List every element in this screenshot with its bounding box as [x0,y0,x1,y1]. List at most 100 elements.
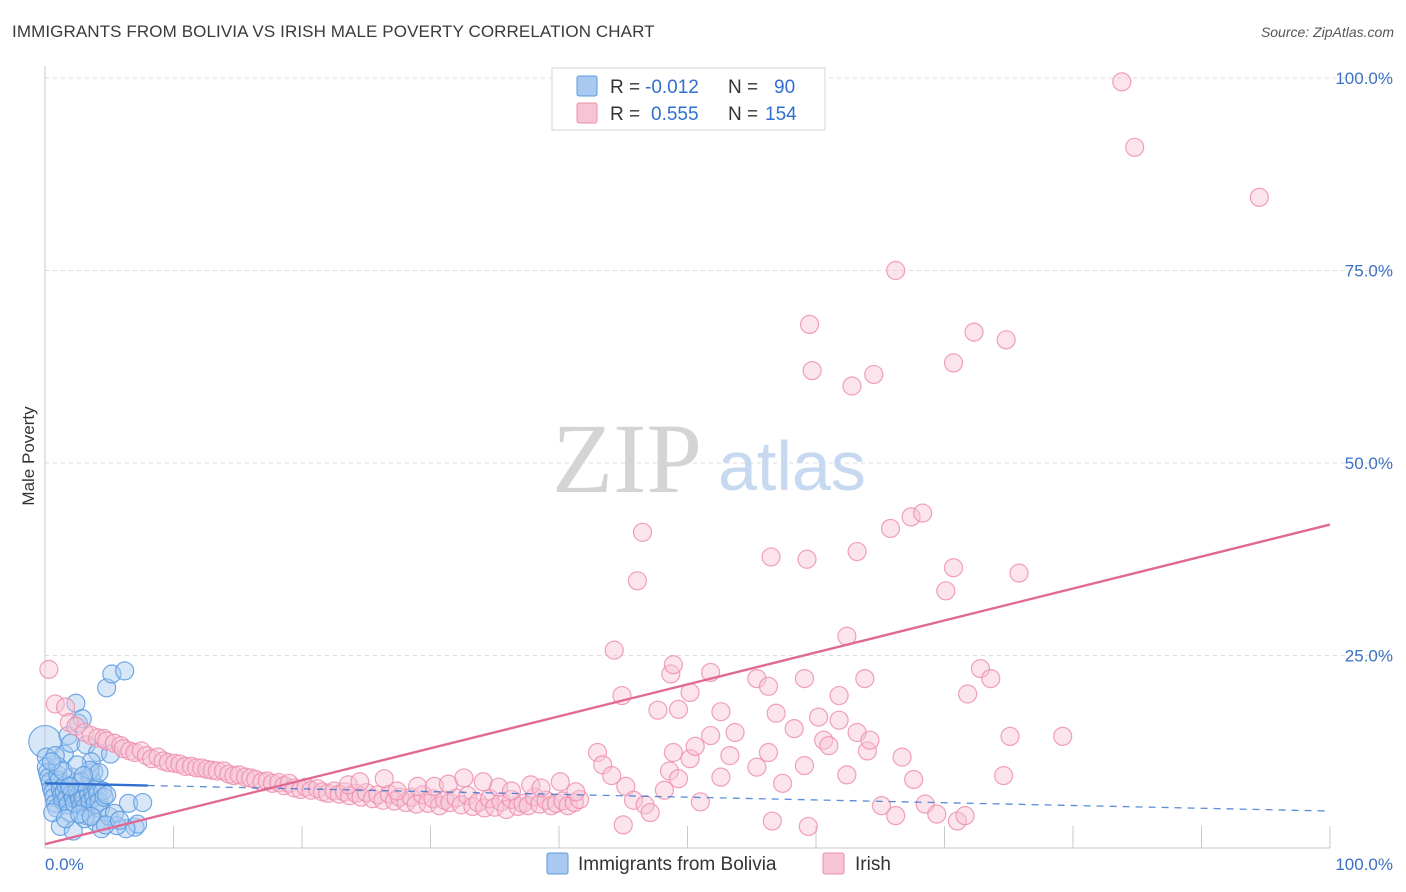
irish-point [784,719,804,739]
y-tick-label-75: 75.0% [1345,262,1393,281]
irish-point [955,806,975,826]
legend-n-value-2: 154 [765,104,797,125]
irish-point [970,658,991,679]
bolivia-point [97,785,117,805]
irish-point [936,581,956,601]
bolivia-point [133,792,153,813]
bolivia-point [94,787,114,807]
irish-point [663,742,683,763]
irish-point [762,811,782,831]
irish-point [913,503,933,523]
irish-point [772,773,793,793]
legend-n-label-2: N = [728,104,758,125]
bolivia-point [89,762,109,783]
irish-point [654,780,674,800]
irish-point [1112,72,1132,92]
legend-r-value-1: -0.012 [645,77,699,98]
irish-point [1249,187,1269,207]
watermark-atlas: atlas [718,427,866,505]
irish-point [799,314,820,334]
irish-point [668,769,689,789]
series-legend: Immigrants from Bolivia Irish [546,852,891,875]
irish-point [996,330,1016,350]
irish-point [587,742,608,763]
irish-point [485,797,505,817]
irish-point [408,776,428,797]
bolivia-point [93,781,113,801]
bolivia-point [41,752,62,772]
irish-point [663,655,683,675]
x-tick-labels: 0.0% 100.0% [45,855,1393,874]
chart-title: IMMIGRANTS FROM BOLIVIA VS IRISH MALE PO… [12,22,655,41]
bottom-legend-swatch-bolivia [546,852,569,875]
irish-point [802,361,822,381]
irish-point [886,260,906,281]
irish-point [454,768,474,788]
bottom-legend-label-irish: Irish [855,854,891,875]
bolivia-point [81,806,101,827]
irish-point [819,735,839,756]
irish-point [864,364,884,385]
bolivia-point [115,661,135,681]
irish-point [632,522,653,542]
irish-point [604,640,624,660]
irish-point [187,758,207,778]
irish-point [829,685,849,706]
bolivia-point [67,755,87,775]
correlation-legend: R = -0.012 N = 90 R = 0.555 N = 154 [551,67,826,131]
irish-point [214,761,234,781]
y-tick-labels: 25.0% 50.0% 75.0% 100.0% [1335,69,1393,666]
trend-line-bolivia-dashed [147,784,1331,812]
legend-r-label-2: R = [610,104,640,125]
irish-point [927,804,947,824]
y-tick-label-25: 25.0% [1345,647,1393,666]
bottom-legend-label-bolivia: Immigrants from Bolivia [578,854,777,875]
irish-point [711,767,731,787]
irish-point [474,798,495,818]
irish-point [627,571,647,591]
irish-point [797,549,817,569]
irish-point [964,322,984,342]
bolivia-point [70,804,90,824]
irish-point [880,518,901,539]
irish-point [794,668,815,689]
irish-point [794,756,815,776]
legend-n-value-1: 90 [774,77,795,98]
irish-point [424,776,444,797]
irish-point [613,815,633,835]
bolivia-point [118,793,139,813]
irish-point [766,703,786,723]
irish-point [550,772,570,792]
legend-swatch-blue [576,75,598,97]
irish-point [855,668,875,689]
irish-point [904,769,924,790]
irish-point [39,659,59,679]
irish-point [886,806,906,826]
axes [44,66,1331,849]
irish-point [690,792,710,812]
irish-point [994,766,1014,786]
x-tick-label-100: 100.0% [1335,855,1393,874]
irish-point [808,707,829,727]
irish-point [1009,563,1029,583]
irish-point [842,376,862,396]
trend-lines [44,523,1331,846]
legend-swatch-pink [576,102,598,124]
chart-source: Source: ZipAtlas.com [1260,24,1394,40]
irish-point [958,684,978,704]
grid-lines [45,77,1390,656]
watermark-zip: ZIP [552,403,702,514]
irish-point [943,558,964,578]
irish-point [758,742,779,763]
irish-point [1000,726,1020,746]
y-tick-label-100: 100.0% [1335,69,1393,88]
irish-point [758,676,779,696]
irish-point [892,747,912,767]
watermark: ZIP atlas [552,403,866,514]
bottom-legend-swatch-irish [822,852,845,875]
irish-point [747,668,767,689]
x-tick-label-0: 0.0% [45,855,84,874]
irish-point [1125,137,1145,157]
irish-point [501,781,522,801]
